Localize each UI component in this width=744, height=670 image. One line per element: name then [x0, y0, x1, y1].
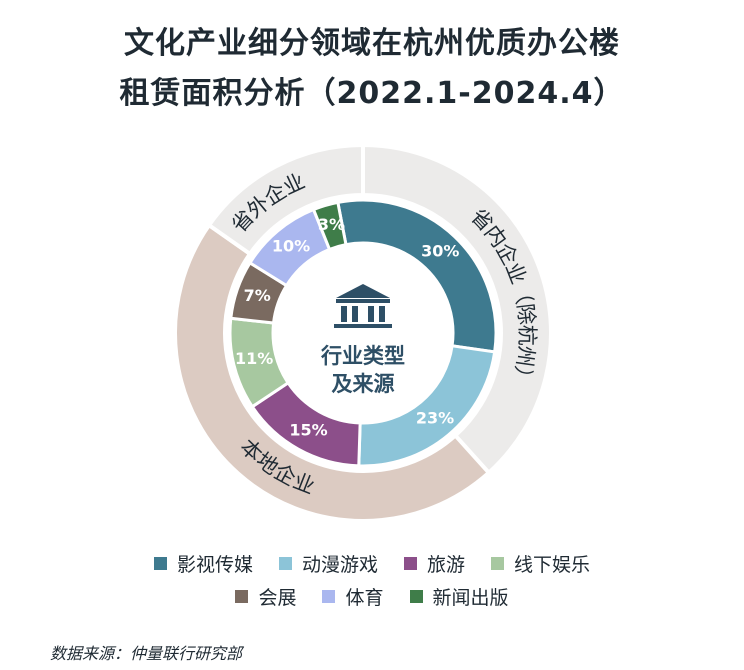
- legend-item: 新闻出版: [409, 583, 509, 610]
- legend-item: 线下娱乐: [491, 550, 590, 577]
- center-label-line-1: 行业类型: [320, 344, 405, 368]
- legend-label: 新闻出版: [432, 587, 509, 609]
- chart-title-line-2: 租赁面积分析（2022.1-2024.4）: [119, 76, 625, 111]
- legend-swatch: [491, 557, 505, 570]
- legend-item: 旅游: [404, 550, 465, 577]
- data-label-3: 15%: [289, 420, 327, 439]
- legend-swatch: [404, 557, 417, 570]
- legend-label: 体育: [345, 587, 384, 609]
- center-circle: [273, 243, 453, 423]
- legend-item: 体育: [322, 583, 384, 610]
- outer-segment-1: [361, 142, 553, 476]
- legend-swatch: [409, 590, 423, 603]
- data-label-1: 30%: [421, 241, 459, 260]
- legend-swatch: [278, 557, 292, 570]
- data-label-6: 10%: [272, 237, 310, 256]
- legend-label: 影视传媒: [176, 554, 253, 576]
- data-label-5: 7%: [244, 286, 271, 305]
- data-label-4: 11%: [235, 349, 273, 368]
- data-label-2: 23%: [416, 408, 454, 427]
- legend-item: 会展: [235, 583, 296, 610]
- legend-label: 会展: [258, 587, 297, 609]
- chart-title-line-1: 文化产业细分领域在杭州优质办公楼: [124, 26, 620, 61]
- source-note: 数据来源：仲量联行研究部: [50, 644, 243, 663]
- bank-building-icon: [334, 284, 392, 328]
- legend-label: 线下娱乐: [514, 554, 591, 576]
- legend-item: 影视传媒: [153, 550, 253, 577]
- legend-swatch: [153, 557, 167, 570]
- legend-swatch: [235, 590, 249, 603]
- outer-segment-2: [173, 222, 492, 523]
- legend-row-1: 影视传媒 动漫游戏 旅游 线下娱乐: [0, 550, 744, 577]
- data-label-7: 3%: [318, 215, 345, 234]
- outer-segment-3: [206, 142, 365, 257]
- legend-swatch: [322, 590, 336, 603]
- outer-ring: [173, 142, 553, 523]
- inner-ring: [228, 198, 498, 468]
- legend-label: 旅游: [427, 554, 466, 576]
- inner-ring-labels: 30% 23% 15% 11% 7% 10% 3%: [235, 215, 459, 439]
- center-label-line-2: 及来源: [332, 372, 395, 396]
- legend-row-2: 会展 体育 新闻出版: [0, 583, 744, 610]
- legend-label: 动漫游戏: [301, 554, 378, 576]
- legend-item: 动漫游戏: [278, 550, 378, 577]
